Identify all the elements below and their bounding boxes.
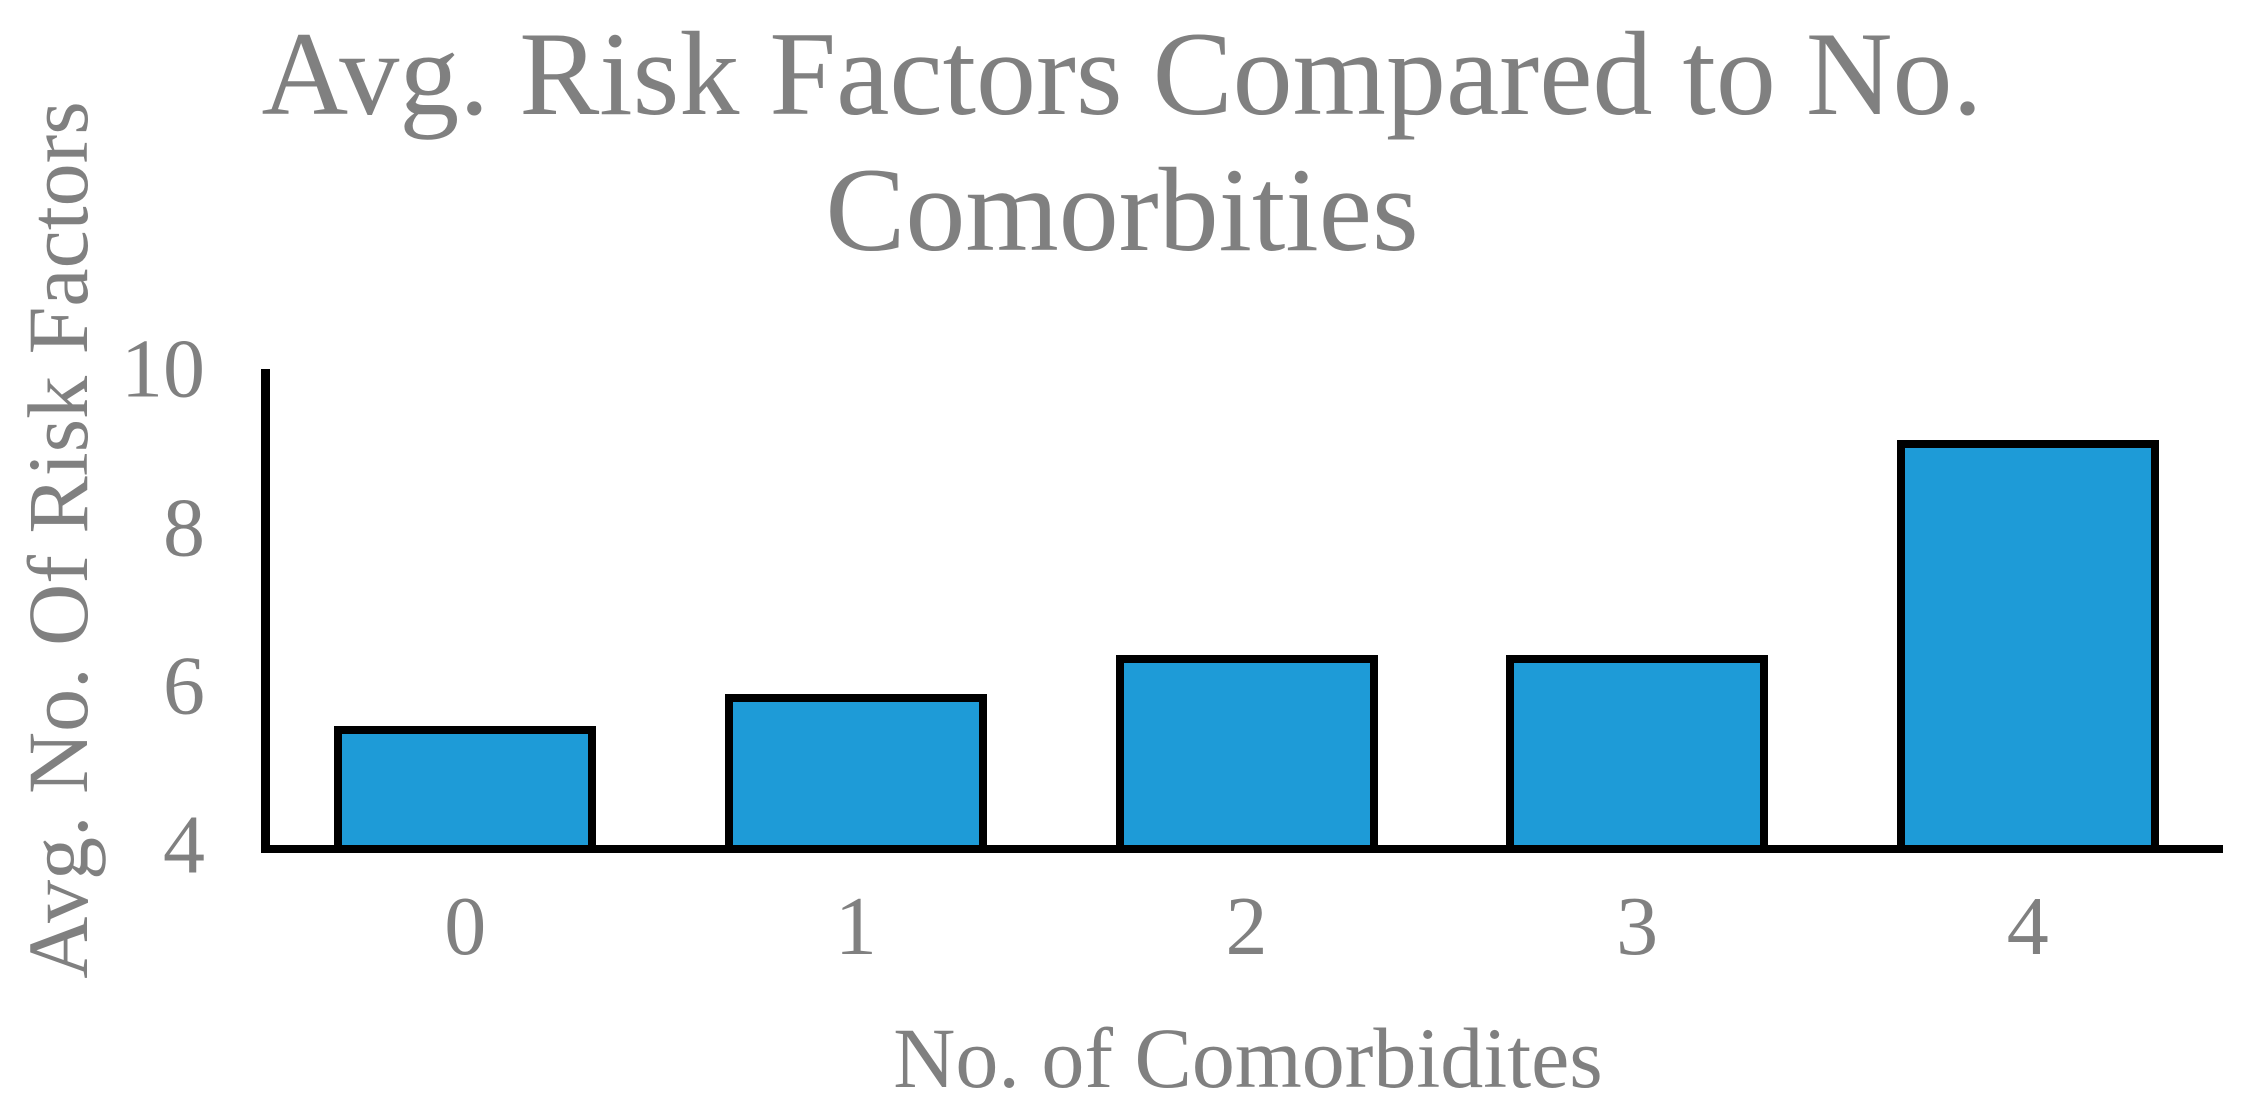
plot-area xyxy=(261,369,2223,853)
y-tick-label-4: 4 xyxy=(163,798,205,892)
x-axis-title: No. of Comorbidites xyxy=(893,1010,1603,1099)
chart-title-line2: Comorbities xyxy=(825,142,1419,276)
x-tick-label-4: 4 xyxy=(2006,880,2049,973)
chart-title-line1: Avg. Risk Factors Compared to No. xyxy=(261,7,1983,140)
y-tick-label-10: 10 xyxy=(121,322,205,416)
x-tick-label-3: 3 xyxy=(1616,880,1659,973)
bar-comorbidities-4 xyxy=(1897,440,2159,845)
bar-comorbidities-1 xyxy=(725,694,987,845)
x-tick-label-1: 1 xyxy=(834,880,877,973)
y-tick-label-8: 8 xyxy=(163,481,205,575)
x-tick-label-2: 2 xyxy=(1225,880,1268,973)
bar-comorbidities-2 xyxy=(1116,655,1378,845)
y-tick-label-6: 6 xyxy=(163,639,205,733)
y-axis-title: Avg. No. Of Risk Factors xyxy=(10,101,106,979)
x-tick-label-0: 0 xyxy=(444,880,487,973)
bar-comorbidities-3 xyxy=(1506,655,1768,845)
chart-title: Avg. Risk Factors Compared to No. Comorb… xyxy=(0,6,2244,277)
bar-comorbidities-0 xyxy=(334,726,596,845)
